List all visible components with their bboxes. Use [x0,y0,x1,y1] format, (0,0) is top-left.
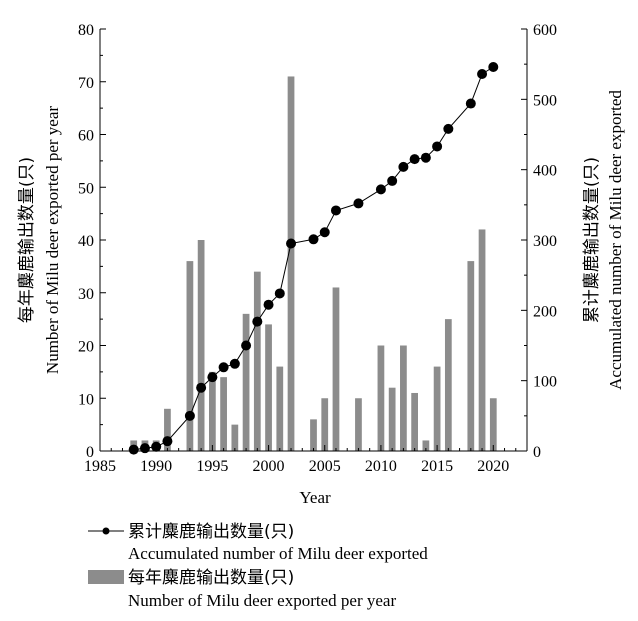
point-1996 [218,362,229,373]
bar-1995 [208,371,216,451]
point-1998 [241,340,252,351]
point-2001 [274,288,285,299]
cumulative-line [133,66,494,451]
x-tick-label-1990: 1990 [140,458,172,475]
point-2012 [398,161,409,172]
point-2014 [420,152,431,163]
y-left-axis-title-cn: 每年麋鹿输出数量(只) [16,157,37,323]
point-1999 [252,316,263,327]
bar-1998 [242,313,250,451]
bar-2015 [433,366,441,451]
bar-1991 [164,408,171,451]
x-tick-label-2010: 2010 [365,458,397,475]
axes-group: 1985 1990 1995 2000 2005 2010 2015 202001020304… [78,22,557,475]
y-right-axis-title-cn: 累计麋鹿输出数量(只) [581,157,602,323]
x-tick-label-2000: 2000 [253,458,285,475]
legend-line-marker [102,527,110,535]
point-2005 [319,227,330,238]
y-left-tick-label-50: 50 [78,180,94,197]
point-2019 [477,69,488,80]
x-tick-label-1985: 1985 [84,458,116,475]
bar-1999 [253,271,261,451]
x-axis-title: Year [299,488,331,507]
point-2004 [308,234,319,245]
point-2020 [488,61,499,72]
bar-2004 [310,419,317,451]
y-right-axis-title-en: Accumulated number of Milu deer exported [606,90,625,390]
bar-2010 [377,345,385,451]
y-right-tick-label-500: 500 [533,92,557,109]
legend-line-label-cn: 累计麋鹿输出数量(只) [128,521,294,542]
y-left-tick-label-20: 20 [78,339,94,356]
y-left-axis-title-en: Number of Milu deer exported per year [43,106,62,374]
bar-2005 [321,398,329,451]
point-2002 [286,238,297,249]
x-tick-label-2020: 2020 [477,458,509,475]
bar-2008 [355,398,362,451]
legend-bar-label-en: Number of Milu deer exported per year [128,591,396,610]
bar-2018 [467,261,475,451]
bar-2001 [276,366,284,451]
bar-2006 [332,287,340,451]
y-left-tick-label-40: 40 [78,233,94,250]
bar-2013 [411,392,419,451]
point-2013 [409,154,420,165]
x-tick-label-2005: 2005 [309,458,341,475]
y-left-tick-label-10: 10 [78,391,94,408]
legend-bar-swatch [88,570,124,584]
bar-2019 [478,229,486,451]
y-right-tick-label-0: 0 [533,444,541,461]
y-left-tick-label-30: 30 [78,286,94,303]
point-2006 [330,205,341,216]
bar-2020 [489,398,497,451]
point-2015 [432,141,443,152]
point-2010 [375,184,386,195]
bar-1997 [231,424,239,451]
bar-2011 [388,387,396,451]
x-tick-label-2015: 2015 [421,458,453,475]
point-1997 [229,358,240,369]
y-left-tick-label-0: 0 [86,444,94,461]
point-1994 [196,382,207,393]
y-right-tick-label-600: 600 [533,22,557,39]
y-right-tick-label-200: 200 [533,303,557,320]
bar-2000 [265,324,272,451]
point-2016 [443,123,454,134]
point-2000 [263,299,274,310]
point-2011 [387,175,398,186]
y-right-tick-label-100: 100 [533,374,557,391]
legend: 累计麋鹿输出数量(只) Accumulated number of Milu d… [88,521,428,610]
bar-1996 [220,377,227,451]
y-right-tick-label-300: 300 [533,233,557,250]
point-1995 [207,372,218,383]
y-left-tick-label-60: 60 [78,128,94,145]
legend-line-label-en: Accumulated number of Milu deer exported [128,544,428,563]
y-left-tick-label-70: 70 [78,75,94,92]
legend-bar-label-cn: 每年麋鹿输出数量(只) [128,567,294,588]
y-left-tick-label-80: 80 [78,22,94,39]
bar-2014 [422,440,430,451]
y-right-tick-label-400: 400 [533,163,557,180]
bar-2016 [444,319,452,451]
bar-1994 [197,240,205,451]
bars-group [130,76,497,451]
point-1993 [184,410,195,421]
point-2018 [465,98,476,109]
cumulative-line-group [128,61,499,455]
x-tick-label-1995: 1995 [196,458,228,475]
bar-2012 [400,345,407,451]
bar-2002 [287,76,295,451]
point-2008 [353,198,364,209]
point-1991 [162,436,173,447]
bar-1993 [186,261,194,451]
